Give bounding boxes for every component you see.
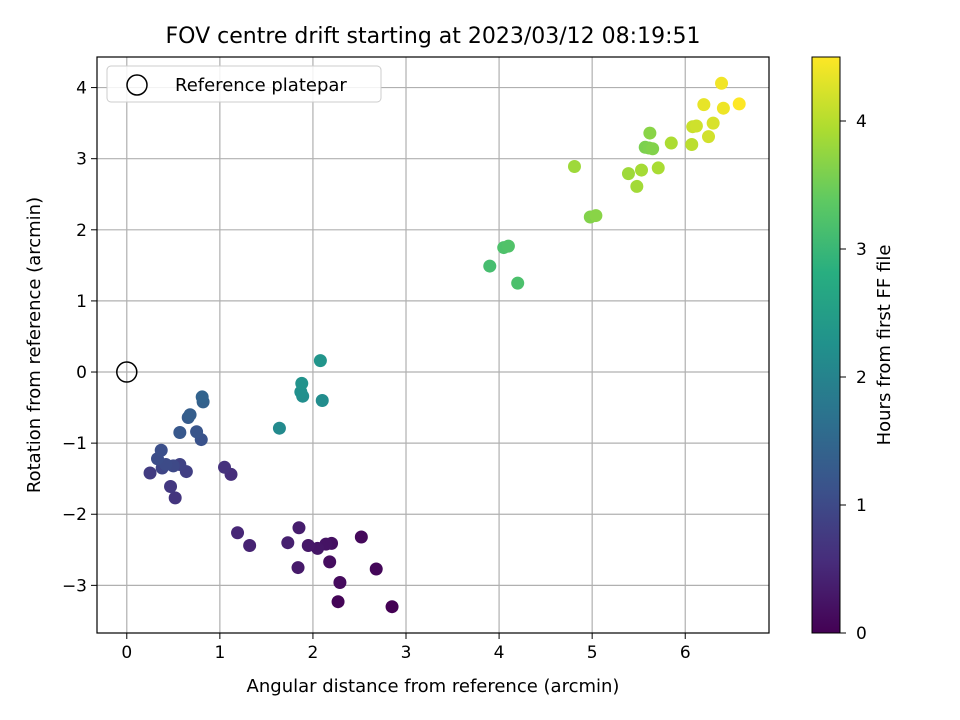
data-point [369, 562, 383, 576]
data-point [281, 536, 295, 550]
data-point [732, 97, 746, 111]
x-tick-label: 2 [308, 643, 319, 663]
data-point [702, 130, 716, 144]
colorbar-frame [811, 56, 841, 634]
data-point [291, 561, 305, 575]
plot-frame [96, 56, 770, 634]
chart-title: FOV centre drift starting at 2023/03/12 … [166, 24, 701, 49]
data-point [354, 530, 368, 544]
data-points [143, 76, 746, 614]
data-point [190, 425, 204, 439]
data-point [697, 98, 711, 112]
data-point [706, 116, 720, 130]
data-point [511, 276, 525, 290]
data-point [313, 354, 327, 368]
colorbar-ticks: 0 1 2 3 4 [840, 112, 867, 644]
colorbar-gradient [812, 57, 840, 633]
data-point [715, 76, 729, 90]
data-point [295, 376, 309, 390]
data-point [385, 600, 399, 614]
x-tick-label: 0 [121, 643, 132, 663]
data-point [272, 421, 286, 435]
data-point [154, 443, 168, 457]
y-tick-label: 1 [76, 292, 87, 312]
data-point [689, 119, 703, 133]
y-tick-label: 4 [76, 79, 87, 99]
legend: Reference platepar [106, 65, 382, 103]
data-point [164, 480, 178, 494]
colorbar-label: Hours from first FF file [874, 245, 895, 446]
colorbar-tick-label: 4 [856, 112, 867, 132]
data-point [643, 126, 657, 140]
x-axis-label: Angular distance from reference (arcmin) [247, 676, 620, 697]
data-point [195, 390, 209, 404]
data-point [301, 539, 315, 553]
legend-label-reference: Reference platepar [175, 75, 347, 96]
colorbar-tick-label: 2 [856, 368, 867, 388]
data-point [292, 521, 306, 535]
data-point [589, 209, 603, 223]
colorbar: 0 1 2 3 4 Hours from first FF file [811, 56, 895, 644]
y-axis-label: Rotation from reference (arcmin) [24, 197, 45, 493]
data-point [173, 425, 187, 439]
data-point [331, 595, 345, 609]
y-axis-ticks: −3 −2 −1 0 1 2 3 4 [62, 79, 97, 596]
y-tick-label: 2 [76, 221, 87, 241]
y-tick-label: 3 [76, 150, 87, 170]
data-point [323, 555, 337, 569]
data-point [501, 239, 515, 253]
x-tick-label: 5 [587, 643, 598, 663]
data-point [483, 259, 497, 273]
x-axis-ticks: 0 1 2 3 4 5 6 [121, 633, 691, 663]
reference-platepar-marker [116, 361, 138, 383]
x-tick-label: 1 [214, 643, 225, 663]
legend-marker-reference [126, 74, 148, 96]
x-tick-label: 3 [401, 643, 412, 663]
y-tick-label: 0 [76, 363, 87, 383]
data-point [716, 101, 730, 115]
data-point [634, 163, 648, 177]
colorbar-tick-label: 0 [856, 624, 867, 644]
x-tick-label: 6 [680, 643, 691, 663]
y-tick-label: −2 [62, 505, 87, 525]
data-point [646, 142, 660, 156]
colorbar-tick-label: 1 [856, 496, 867, 516]
y-tick-label: −3 [62, 576, 87, 596]
data-point [168, 491, 182, 505]
data-point [183, 408, 197, 422]
data-point [664, 136, 678, 150]
legend-box [106, 65, 382, 103]
data-point [315, 393, 329, 407]
data-point [685, 137, 699, 151]
data-point [231, 526, 245, 540]
colorbar-tick-label: 3 [856, 240, 867, 260]
data-point [567, 160, 581, 174]
y-tick-label: −1 [62, 434, 87, 454]
data-point [333, 576, 347, 590]
data-point [630, 179, 644, 193]
data-point [621, 167, 635, 181]
data-point [651, 161, 665, 175]
x-tick-label: 4 [494, 643, 505, 663]
grid [97, 57, 769, 633]
data-point [143, 466, 157, 480]
data-point [243, 539, 257, 553]
data-point [218, 460, 232, 474]
